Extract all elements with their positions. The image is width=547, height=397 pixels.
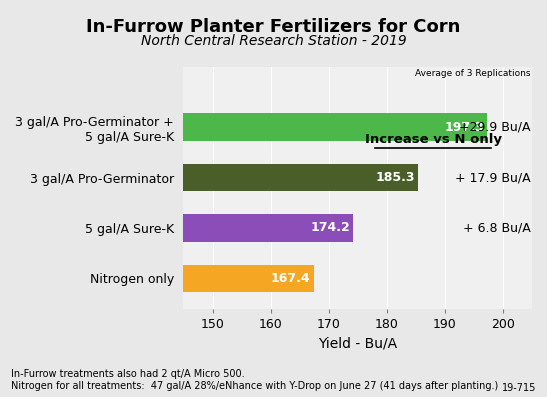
Text: + 17.9 Bu/A: + 17.9 Bu/A bbox=[455, 171, 530, 184]
Text: 174.2: 174.2 bbox=[311, 222, 350, 235]
Bar bbox=[183, 113, 487, 141]
X-axis label: Yield - Bu/A: Yield - Bu/A bbox=[318, 336, 397, 350]
Bar bbox=[183, 214, 353, 242]
Text: Increase vs N only: Increase vs N only bbox=[365, 133, 502, 146]
Text: + 6.8 Bu/A: + 6.8 Bu/A bbox=[463, 222, 530, 235]
Text: 19-715: 19-715 bbox=[502, 383, 536, 393]
Text: 185.3: 185.3 bbox=[375, 171, 415, 184]
Text: +29.9 Bu/A: +29.9 Bu/A bbox=[459, 121, 530, 134]
Text: Nitrogen for all treatments:  47 gal/A 28%/eNhance with Y-Drop on June 27 (41 da: Nitrogen for all treatments: 47 gal/A 28… bbox=[11, 381, 498, 391]
Text: In-Furrow Planter Fertilizers for Corn: In-Furrow Planter Fertilizers for Corn bbox=[86, 18, 461, 36]
Text: In-Furrow treatments also had 2 qt/A Micro 500.: In-Furrow treatments also had 2 qt/A Mic… bbox=[11, 369, 245, 379]
Text: 167.4: 167.4 bbox=[271, 272, 311, 285]
Bar bbox=[183, 164, 417, 191]
Text: North Central Research Station - 2019: North Central Research Station - 2019 bbox=[141, 34, 406, 48]
Text: 197.3: 197.3 bbox=[445, 121, 484, 134]
Bar bbox=[183, 264, 313, 292]
Text: Average of 3 Replications: Average of 3 Replications bbox=[415, 69, 531, 78]
